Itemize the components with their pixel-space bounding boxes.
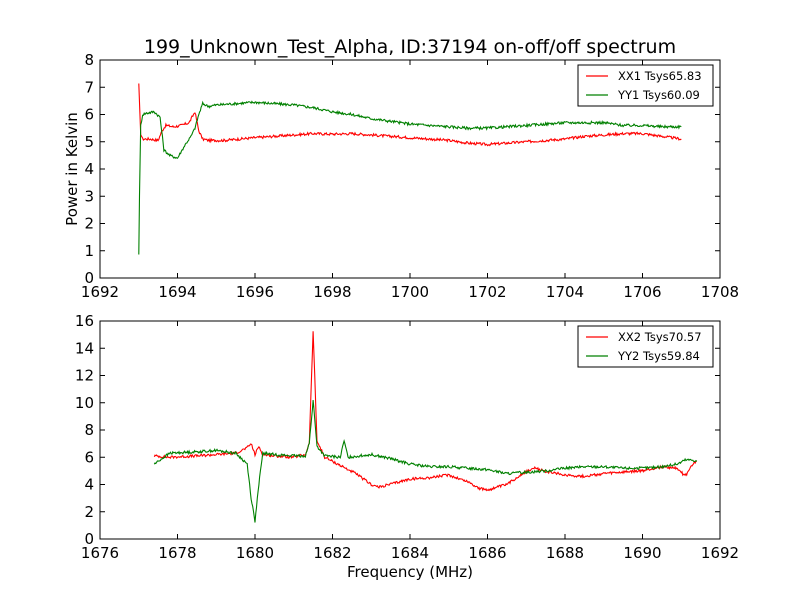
y-tick-label: 5 <box>84 133 94 151</box>
legend-entry: XX1 Tsys65.83 <box>618 69 702 83</box>
legend-entry: YY1 Tsys60.09 <box>617 88 700 102</box>
x-tick-label: 1702 <box>468 283 506 301</box>
y-tick-label: 16 <box>75 312 94 330</box>
y-tick-label: 14 <box>75 339 94 357</box>
x-tick-label: 1692 <box>701 544 739 562</box>
y-axis-label: Power in Kelvin <box>63 112 81 226</box>
y-tick-label: 4 <box>84 160 94 178</box>
x-tick-label: 1682 <box>313 544 351 562</box>
y-tick-label: 7 <box>84 78 94 96</box>
y-tick-label: 12 <box>75 367 94 385</box>
x-tick-label: 1698 <box>313 283 351 301</box>
x-tick-label: 1706 <box>623 283 661 301</box>
series-line-1 <box>153 331 697 492</box>
y-tick-label: 8 <box>84 421 94 439</box>
x-tick-label: 1686 <box>468 544 506 562</box>
x-tick-label: 1680 <box>236 544 274 562</box>
y-tick-label: 0 <box>84 530 94 548</box>
y-tick-label: 2 <box>84 503 94 521</box>
x-tick-label: 1676 <box>81 544 119 562</box>
legend-box <box>577 64 714 107</box>
x-tick-label: 1704 <box>546 283 584 301</box>
x-tick-label: 1688 <box>546 544 584 562</box>
top-panel: 1692 1694 1696 1698 1700 1702 1704 1706 1708 0 1 2 3… <box>63 51 739 301</box>
x-tick-label: 1678 <box>158 544 196 562</box>
series-line-2 <box>153 400 698 523</box>
chart-title: 199_Unknown_Test_Alpha, ID:37194 on-off/… <box>144 36 676 58</box>
x-tick-label: 1684 <box>391 544 429 562</box>
x-tick-label: 1690 <box>623 544 661 562</box>
legend-entry: YY2 Tsys59.84 <box>617 349 700 363</box>
legend-entry: XX2 Tsys70.57 <box>618 330 702 344</box>
x-tick-label: 1708 <box>701 283 739 301</box>
x-tick-label: 1696 <box>236 283 274 301</box>
y-tick-label: 6 <box>84 448 94 466</box>
series-line-2 <box>138 100 682 255</box>
y-tick-label: 6 <box>84 106 94 124</box>
x-tick-label: 1700 <box>391 283 429 301</box>
x-tick-label: 1694 <box>158 283 196 301</box>
y-tick-label: 2 <box>84 215 94 233</box>
y-tick-label: 4 <box>84 476 94 494</box>
x-axis-label: Frequency (MHz) <box>347 563 473 581</box>
y-tick-label: 8 <box>84 51 94 69</box>
y-tick-label: 3 <box>84 187 94 205</box>
series-line-1 <box>138 83 682 147</box>
y-tick-label: 10 <box>75 394 94 412</box>
x-tick-label: 1692 <box>81 283 119 301</box>
y-tick-label: 1 <box>84 242 94 260</box>
bottom-panel: 1676 1678 1680 1682 1684 1686 1688 1690 1692 0 2 4 6… <box>75 312 739 581</box>
y-tick-label: 0 <box>84 269 94 287</box>
legend-box <box>577 325 714 368</box>
